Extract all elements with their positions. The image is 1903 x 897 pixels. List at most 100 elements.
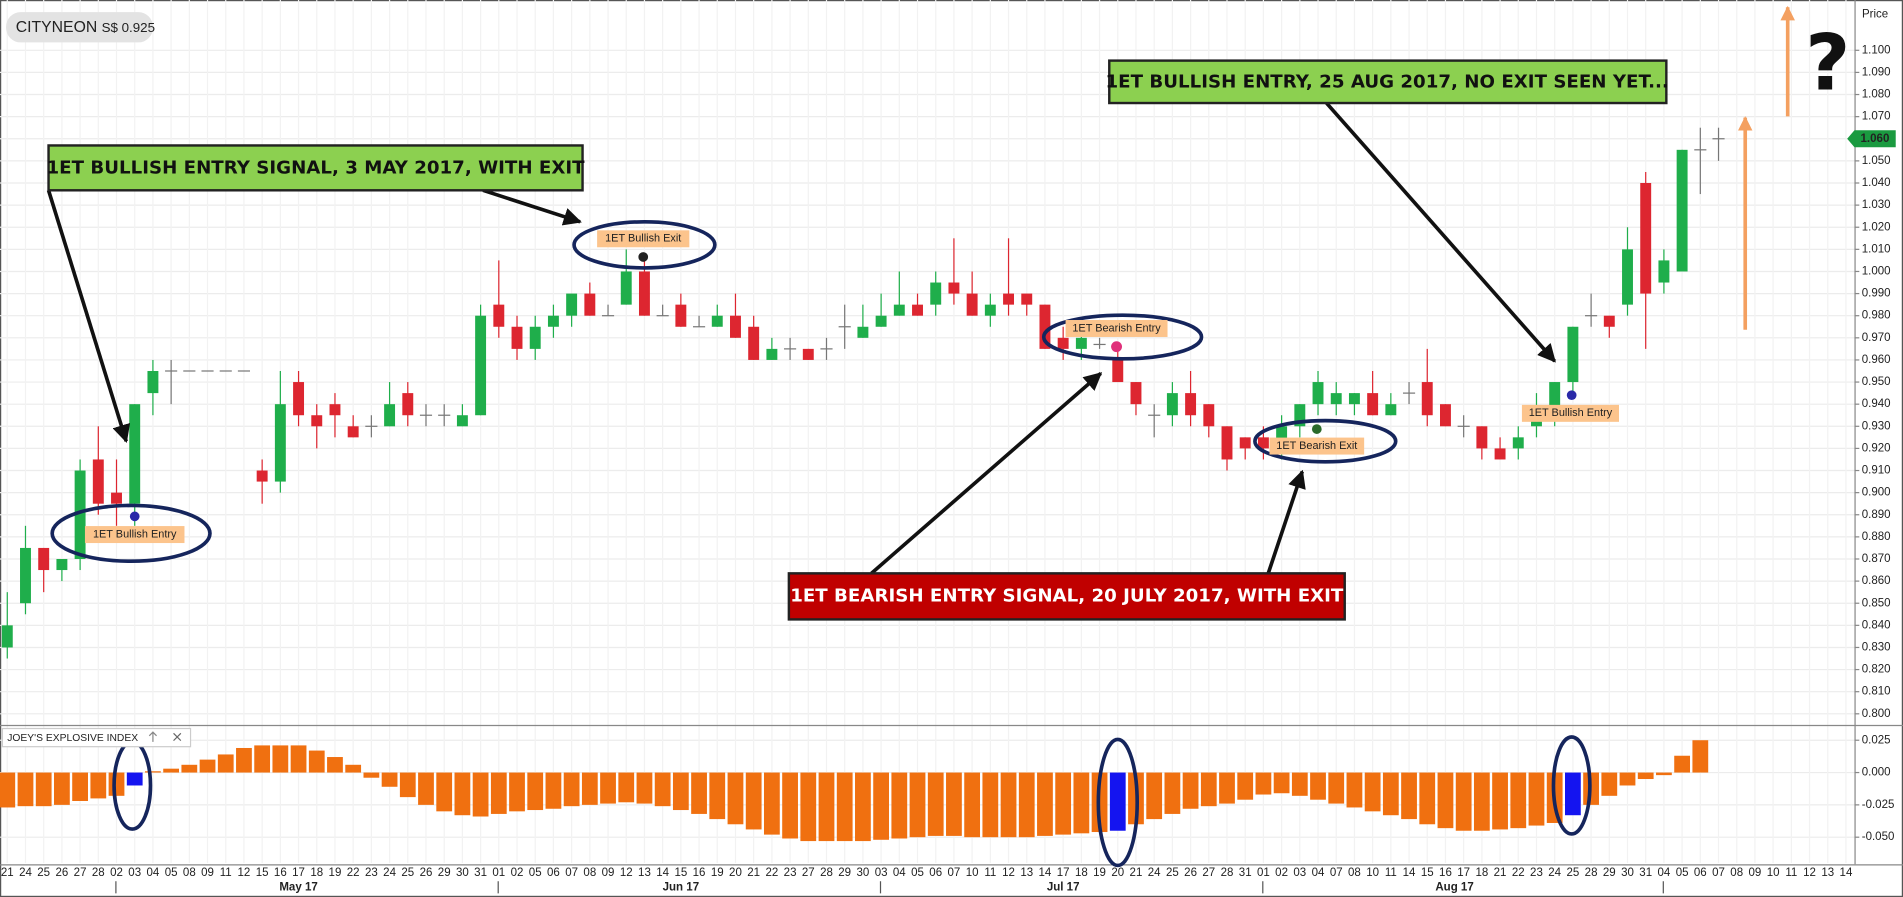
y-tick-label: 0.960 (1862, 354, 1891, 366)
move-up-icon[interactable] (148, 731, 157, 742)
x-tick-label: 25 (1166, 867, 1179, 879)
indicator-bar (873, 772, 889, 840)
indicator-bar (1182, 772, 1199, 809)
x-tick-label: 04 (1658, 867, 1671, 879)
x-tick-label: 30 (1621, 867, 1634, 879)
x-tick-label: 25 (37, 867, 50, 879)
signal-ellipse (1041, 313, 1204, 361)
x-tick-label: 17 (1057, 867, 1070, 879)
y-tick-label: 1.080 (1862, 89, 1891, 101)
candle-body (1039, 304, 1051, 349)
y-tick-label: 0.920 (1862, 442, 1891, 454)
x-tick-label: 18 (310, 867, 323, 879)
indicator-ellipse (1096, 737, 1140, 868)
close-icon[interactable] (173, 732, 182, 742)
callout-text: 1ET BULLISH ENTRY, 25 AUG 2017, NO EXIT … (1106, 71, 1669, 92)
indicator-bar (490, 772, 507, 814)
candle-body (584, 293, 596, 316)
month-label: Jun 17 (663, 881, 700, 893)
indicator-bar (436, 772, 453, 812)
y-tick-label: 0.840 (1862, 619, 1891, 631)
x-tick-label: 11 (1785, 867, 1797, 879)
x-tick-label: 03 (875, 867, 888, 879)
x-tick-label: 14 (1403, 867, 1416, 879)
x-tick-label: 03 (1293, 867, 1306, 879)
callout-text: 1ET BULLISH ENTRY SIGNAL, 3 MAY 2017, WI… (47, 157, 586, 178)
candle-body (1166, 393, 1178, 416)
y-tick-label: 1.100 (1862, 44, 1891, 56)
x-tick-label: 21 (1130, 867, 1143, 879)
x-tick-label: 05 (1676, 867, 1689, 879)
indicator-bar (1455, 772, 1472, 831)
candle-body (147, 370, 159, 394)
x-tick-label: 14 (656, 867, 669, 879)
x-tick-label: 23 (784, 867, 797, 879)
x-tick-label: 31 (474, 867, 487, 879)
y-tick-label: 1.000 (1862, 266, 1891, 278)
indicator-bar (727, 772, 744, 825)
indicator-bar (1401, 772, 1417, 820)
signal-label: 1ET Bullish Exit (605, 233, 681, 245)
callout-arrows (46, 101, 1557, 575)
callout-arrow (1266, 469, 1306, 574)
x-tick-label: 31 (1239, 867, 1252, 879)
candle-body (274, 404, 286, 482)
indicator-bar (891, 772, 908, 839)
symbol-box (6, 12, 153, 43)
candle-body (711, 315, 723, 327)
callout-box (1108, 59, 1668, 105)
indicator-bar (90, 772, 107, 799)
y-tick-label: 0.830 (1862, 642, 1891, 654)
x-tick-label: 08 (1730, 867, 1743, 879)
price-marker-label: 1.060 (1861, 133, 1890, 145)
candle-body (1603, 315, 1615, 327)
indicator-bar (418, 772, 434, 805)
callout-arrow (482, 188, 582, 226)
y-tick-label: 0.870 (1862, 553, 1891, 565)
candle-body (857, 326, 869, 338)
indicator-bar (1674, 755, 1691, 773)
x-tick-label: 05 (165, 867, 178, 879)
indicator-bar (1146, 772, 1163, 820)
indicator-bar (763, 772, 780, 835)
x-tick-label: 07 (948, 867, 961, 879)
x-tick-label: 21 (1, 867, 14, 879)
candle-body (1312, 382, 1324, 405)
signal-icons (129, 252, 1577, 522)
indicator-bar (1200, 772, 1217, 807)
x-tick-label: 25 (401, 867, 414, 879)
candle-body (948, 282, 960, 294)
x-tick-label: 16 (1439, 867, 1452, 879)
indicator-title: JOEY'S EXPLOSIVE INDEX (7, 733, 138, 744)
indicator-bar (782, 772, 798, 839)
x-tick-label: 01 (1257, 867, 1270, 879)
signal-ellipse (1253, 418, 1398, 464)
candle-body (1276, 426, 1288, 449)
x-tick-label: 21 (1494, 867, 1507, 879)
indicator-bar (1564, 772, 1581, 816)
indicator-bar (1510, 772, 1527, 829)
x-tick-label: 27 (74, 867, 87, 879)
indicator-bar (254, 745, 271, 773)
month-label: Aug 17 (1435, 881, 1473, 893)
indicator-bar (654, 772, 671, 807)
signal-ellipse (572, 220, 717, 270)
indicator-bar (691, 772, 707, 814)
indicator-bar (818, 772, 835, 842)
x-tick-label: 07 (565, 867, 578, 879)
indicator-bar (17, 772, 34, 807)
x-tick-label: 16 (274, 867, 287, 879)
bull-icon (1566, 390, 1577, 401)
x-tick-label: 27 (1202, 867, 1215, 879)
callout-text: 1ET BEARISH ENTRY SIGNAL, 20 JULY 2017, … (790, 585, 1344, 606)
candle-body (38, 547, 50, 571)
indicator-bar (327, 757, 343, 773)
candle-body (347, 426, 359, 438)
x-tick-label: 23 (1530, 867, 1543, 879)
x-tick-label: 18 (1475, 867, 1488, 879)
indicator-bar (1109, 772, 1126, 831)
x-tick-label: 10 (1767, 867, 1780, 879)
indicator-bar (709, 772, 726, 820)
x-tick-label: 28 (1585, 867, 1598, 879)
x-tick-label: 26 (420, 867, 433, 879)
